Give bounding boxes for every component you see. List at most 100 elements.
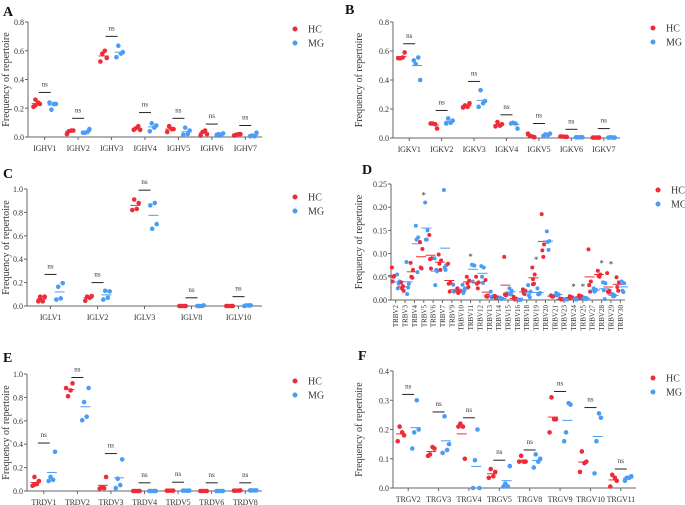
data-point-mg	[470, 485, 476, 491]
significance-label: ns	[242, 471, 249, 479]
significance-label: ns	[406, 32, 413, 40]
data-point-mg	[49, 107, 54, 112]
x-tick-label: TRBV7	[439, 305, 447, 328]
y-tick-label: 0.4	[13, 440, 23, 449]
data-point-hc	[582, 460, 587, 466]
data-point-hc	[614, 275, 619, 280]
data-point-hc	[532, 272, 537, 277]
legend-label-mg: MG	[666, 388, 682, 399]
y-tick-label: 0.20	[373, 203, 387, 212]
data-point-mg	[535, 459, 541, 464]
legend-label-hc: HC	[671, 186, 685, 197]
data-point-hc	[32, 482, 37, 487]
data-point-mg	[113, 485, 119, 491]
data-point-hc	[202, 128, 208, 133]
x-tick-label: TRBV4	[411, 305, 419, 328]
data-point-mg	[583, 297, 588, 302]
data-point-mg	[505, 484, 511, 489]
y-tick-label: 0.2	[379, 426, 389, 435]
significance-label: ns	[175, 106, 182, 114]
data-point-hc	[430, 444, 435, 450]
data-point-hc	[521, 459, 526, 464]
data-point-hc	[131, 197, 137, 202]
data-point-mg	[185, 131, 191, 137]
x-tick-label: IGLV1	[40, 313, 62, 322]
x-tick-label: TRGV3	[426, 495, 451, 504]
data-point-hc	[439, 258, 444, 263]
data-point-hc	[446, 261, 451, 266]
data-point-hc	[516, 459, 522, 464]
legend-marker-hc	[292, 26, 298, 32]
data-point-mg	[414, 397, 420, 403]
data-point-mg	[475, 427, 480, 432]
x-tick-label: IGHV4	[134, 144, 157, 153]
y-tick-label: 0.0	[379, 484, 389, 493]
data-point-mg	[405, 291, 410, 296]
data-point-mg	[443, 121, 449, 126]
data-point-hc	[579, 449, 585, 454]
data-point-hc	[427, 452, 433, 457]
data-point-mg	[535, 286, 540, 291]
data-point-hc	[502, 254, 507, 259]
panel-d: D 0.00 0.05 0.10 0.15 0.20 0.25 Frequency of re…	[354, 163, 685, 331]
data-point-mg	[252, 133, 257, 139]
data-point-hc	[616, 288, 621, 293]
data-point-mg	[147, 128, 153, 134]
data-point-mg	[52, 449, 58, 455]
x-tick-label: TRBV14	[495, 305, 503, 331]
data-point-mg	[60, 280, 65, 286]
data-point-mg	[395, 272, 400, 277]
data-point-mg	[47, 100, 52, 105]
data-point-mg	[107, 289, 112, 294]
y-tick-label: 0.0	[14, 133, 24, 142]
data-point-mg	[149, 226, 155, 232]
significance-label: ns	[209, 471, 216, 479]
data-point-mg	[434, 267, 439, 272]
data-point-mg	[413, 61, 419, 67]
data-point-hc	[63, 385, 69, 391]
legend-label-mg: MG	[671, 200, 685, 211]
x-tick-label: TRBV28	[598, 305, 606, 331]
significance-label: *	[422, 191, 427, 201]
y-tick-label: 0.1	[379, 455, 389, 464]
legend-marker-mg	[292, 208, 298, 214]
data-point-mg	[86, 385, 91, 391]
significance-label: *	[599, 258, 604, 268]
data-point-hc	[483, 278, 488, 283]
x-tick-label: IGKV2	[430, 145, 453, 154]
x-tick-label: TRBV3	[402, 305, 410, 328]
y-tick-label: 0.4	[14, 76, 24, 85]
data-point-hc	[588, 289, 593, 294]
data-point-hc	[101, 485, 107, 491]
legend-label-mg: MG	[308, 391, 324, 402]
data-point-mg	[118, 51, 124, 56]
data-point-hc	[549, 395, 554, 400]
x-tick-label: TRBV10	[458, 305, 466, 331]
data-point-mg	[598, 415, 604, 421]
data-point-mg	[462, 288, 467, 293]
significance-label: ns	[94, 271, 101, 279]
data-point-mg	[481, 265, 486, 270]
panel-b: B 0.0 0.2 0.4 0.6 0.8 Frequency of repertoire I…	[345, 3, 682, 154]
data-point-hc	[169, 126, 174, 132]
significance-label: ns	[435, 400, 442, 408]
legend-marker-hc	[650, 25, 656, 31]
data-point-mg	[416, 427, 421, 432]
y-tick-label: 0.2	[13, 279, 23, 288]
x-tick-label: IGHV3	[100, 144, 123, 153]
data-point-hc	[198, 133, 203, 138]
legend-label-hc: HC	[308, 377, 322, 388]
data-point-mg	[594, 438, 599, 444]
x-tick-label: TRBV21	[551, 305, 559, 331]
data-point-mg	[509, 288, 514, 293]
legend-marker-mg	[650, 389, 656, 395]
legend-label-hc: HC	[666, 374, 680, 385]
data-point-hc	[102, 48, 108, 54]
legend-label-hc: HC	[308, 193, 322, 204]
data-point-mg	[115, 476, 121, 482]
data-point-hc	[228, 303, 234, 309]
data-point-hc	[475, 286, 480, 291]
significance-label: ns	[601, 117, 608, 125]
y-tick-label: 0.0	[379, 134, 389, 143]
data-point-hc	[399, 430, 405, 435]
